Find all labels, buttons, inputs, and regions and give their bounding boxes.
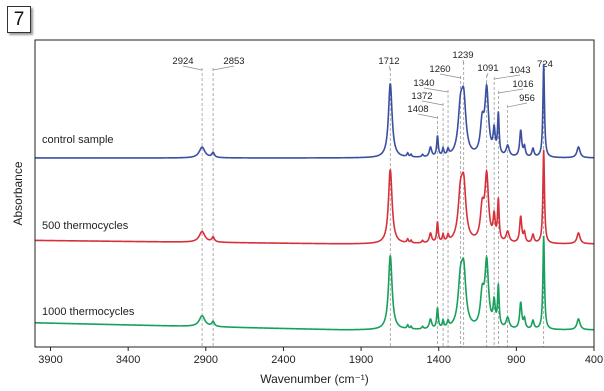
peak-label-1016: 1016 [512,79,533,90]
peak-label-1239: 1239 [452,50,473,61]
peak-label-956: 956 [519,93,535,104]
peak-leader-1340 [423,87,449,93]
x-tick-label-3900: 3900 [38,354,62,366]
x-tick-label-1400: 1400 [426,354,450,366]
peak-label-1260: 1260 [429,64,450,75]
series-labels: control sample 500 thermocycles 1000 therm… [42,134,135,318]
peak-label-1340: 1340 [413,78,434,89]
peak-label-2924: 2924 [172,56,193,67]
peak-label-1408: 1408 [407,104,428,115]
peak-label-1712: 1712 [378,56,399,67]
series-label-500-thermocycles: 500 thermocycles [42,220,129,232]
peak-leader-1016 [498,88,524,94]
peak-label-724: 724 [537,59,553,70]
peak-leader-1043 [494,74,521,80]
peak-leader-1091 [486,72,489,78]
peak-leader-956 [507,102,528,108]
peak-leader-1408 [417,113,438,119]
peak-leader-1260 [439,73,461,79]
peak-label-2853: 2853 [223,56,244,67]
peak-leader-2924 [182,65,203,71]
x-tick-label-3400: 3400 [116,354,140,366]
spectra-series [34,63,595,331]
x-tick-label-2400: 2400 [271,354,295,366]
x-axis-ticks: 3900 3400 2900 2400 1900 1400 900 400 [38,347,603,366]
peak-leader-1239 [462,59,465,65]
peak-leader-1372 [421,100,444,106]
x-axis-title: Wavenumber (cm⁻¹) [260,372,369,386]
peak-label-1091: 1091 [477,63,498,74]
plot-frame [34,39,595,348]
series-line-500-thermocycles [34,149,595,245]
peak-leader-1712 [388,65,391,71]
series-label-control-sample: control sample [42,134,114,146]
x-tick-label-900: 900 [507,354,525,366]
y-axis-title: Absorbance [11,161,25,225]
series-line-1000-thermocycles [34,235,595,331]
peak-label-1043: 1043 [509,65,530,76]
series-label-1000-thermocycles: 1000 thermocycles [42,306,135,318]
peak-label-1372: 1372 [411,91,432,102]
peak-leader-2853 [213,65,235,71]
panel-label: 7 [7,6,31,33]
series-line-control-sample [35,63,595,159]
x-tick-label-400: 400 [585,354,603,366]
x-tick-label-2900: 2900 [194,354,218,366]
x-tick-label-1900: 1900 [349,354,373,366]
